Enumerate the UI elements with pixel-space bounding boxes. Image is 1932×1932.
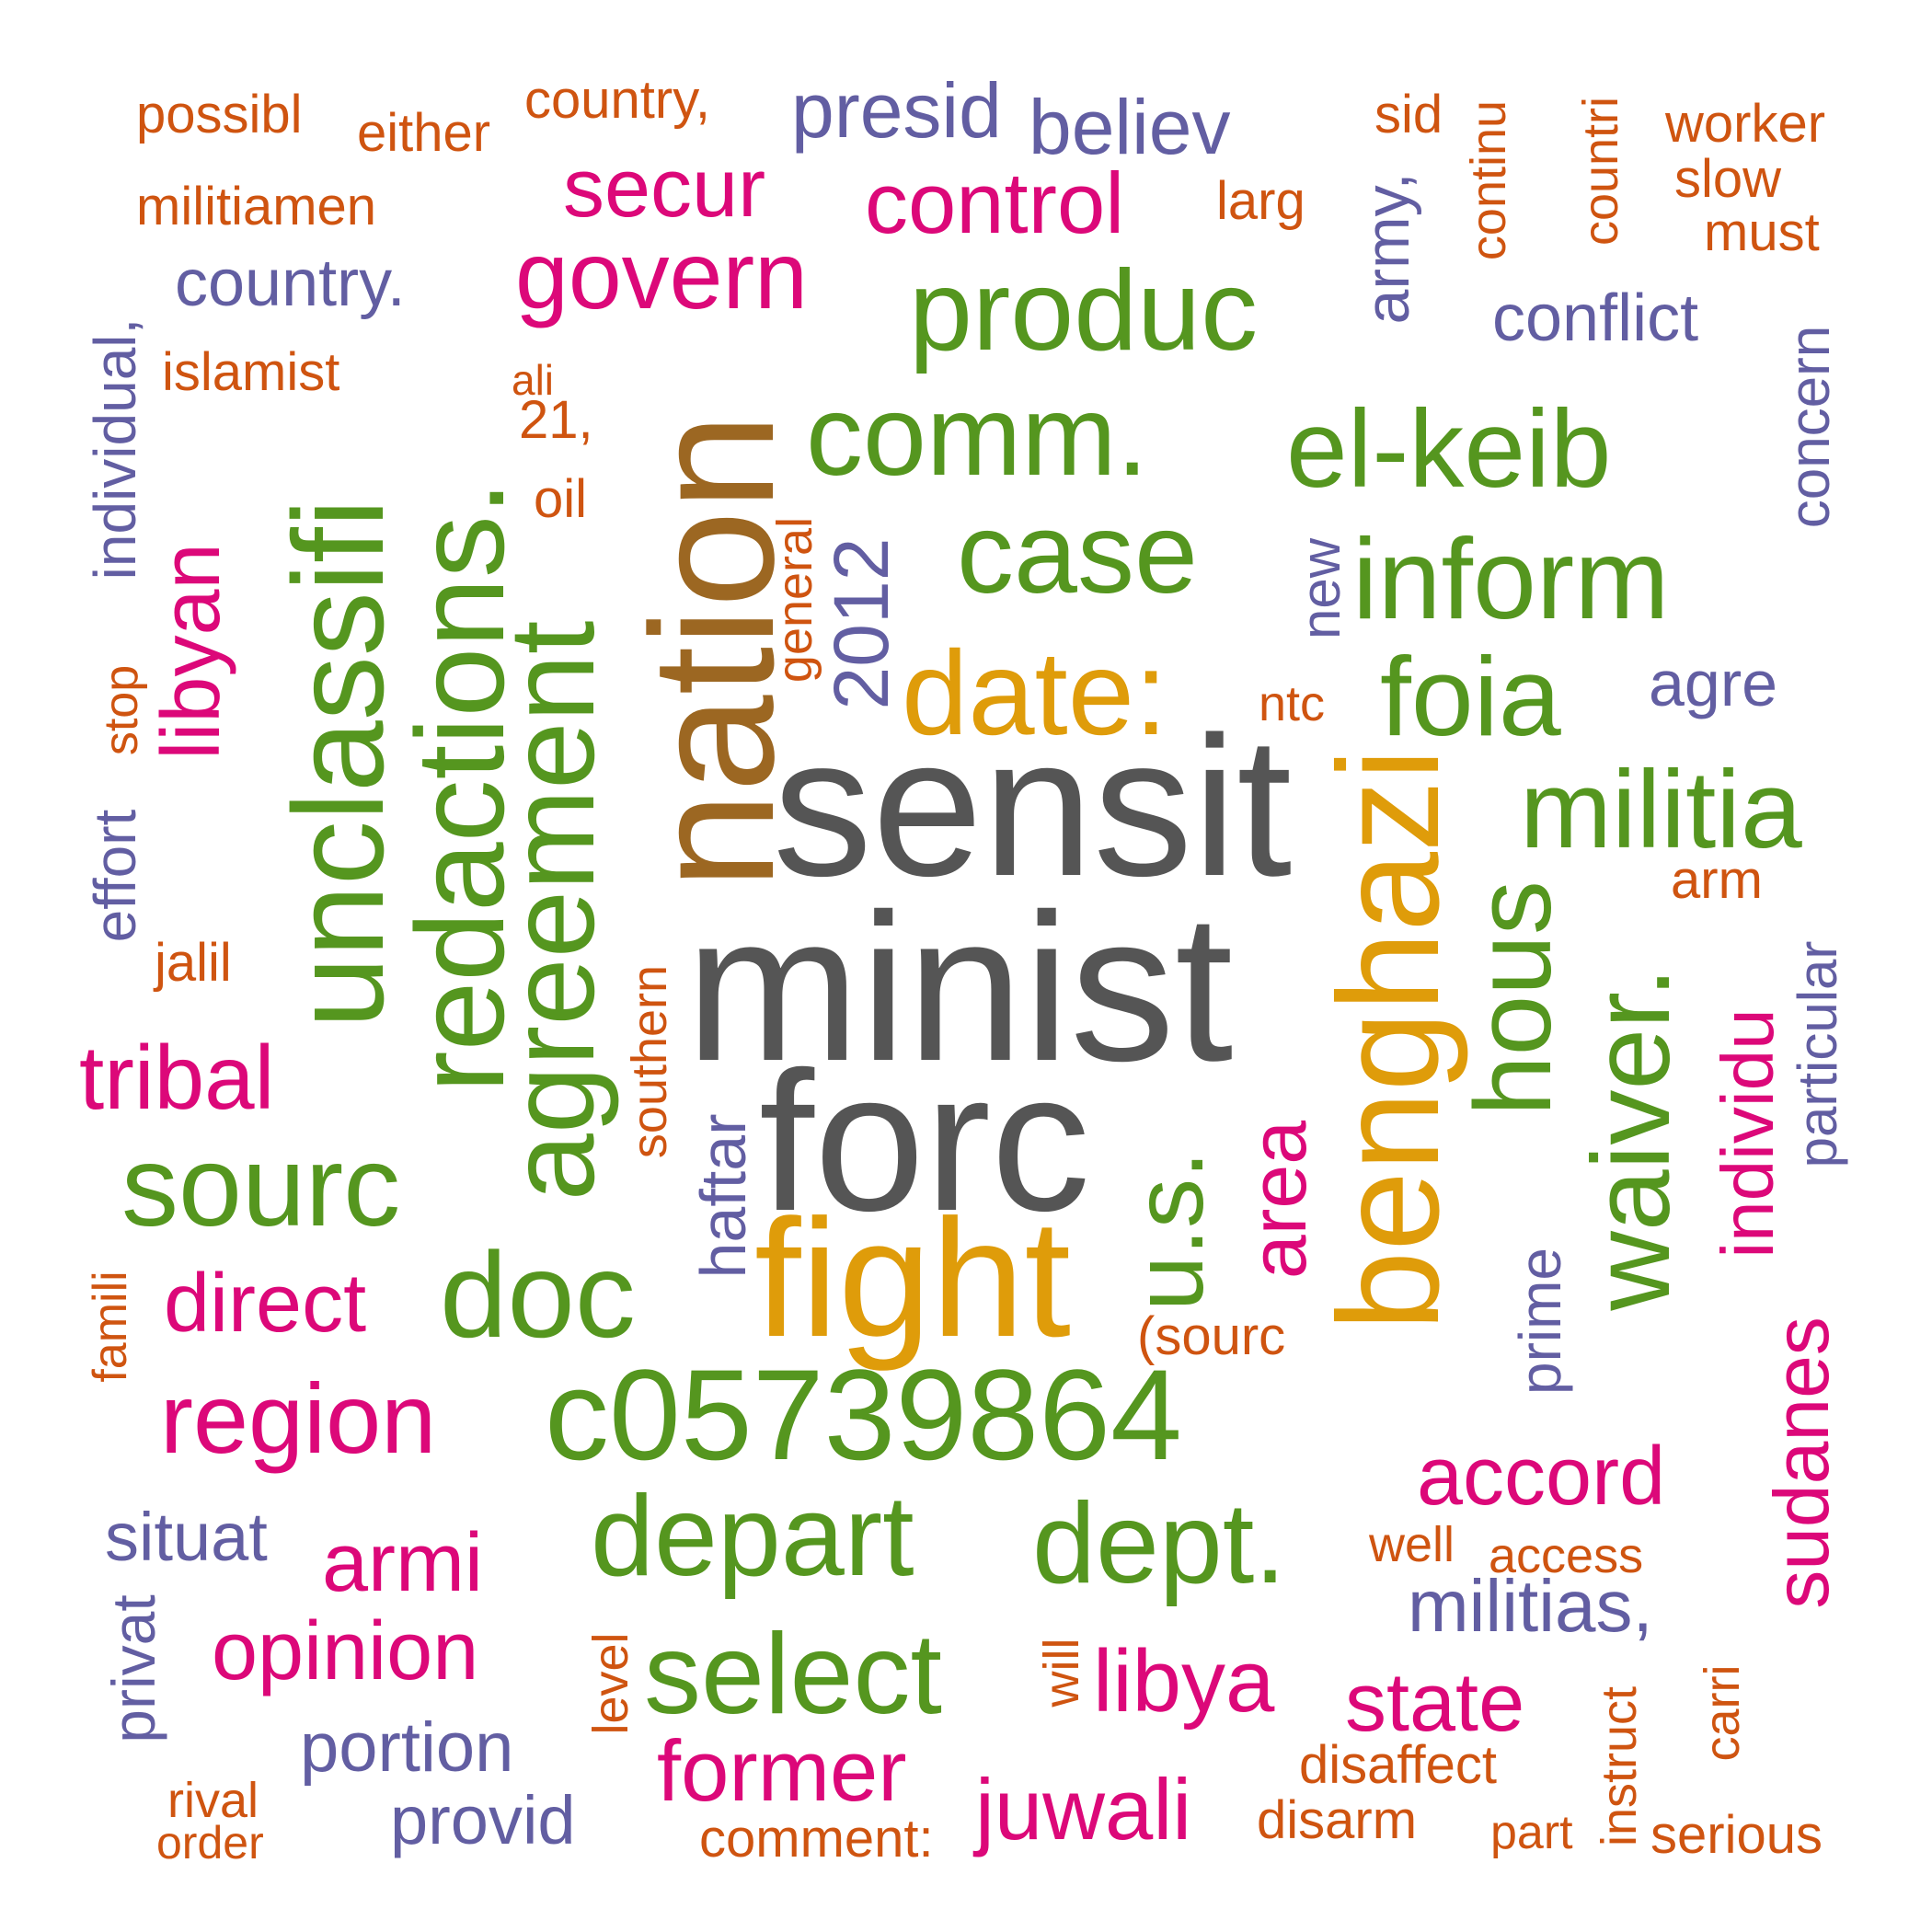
word-opinion: opinion: [212, 1605, 479, 1697]
word-sourc: sourc: [121, 1123, 401, 1250]
word-slow: slow: [1674, 149, 1782, 209]
word-individu: individu: [1707, 1008, 1788, 1259]
word-privat: privat: [99, 1594, 167, 1743]
word-effort: effort: [82, 809, 148, 943]
word-minist: minist: [685, 871, 1234, 1105]
word-access: access: [1489, 1528, 1644, 1583]
word-disarm: disarm: [1257, 1790, 1418, 1850]
word-individual: individual,: [82, 317, 148, 581]
word-oil: oil: [534, 469, 588, 529]
word-country-comma: country,: [524, 70, 711, 130]
word-date: date:: [902, 626, 1168, 760]
word-inform: inform: [1352, 516, 1670, 643]
word-either: either: [357, 103, 491, 163]
word-unclassifi: unclassifi: [266, 499, 410, 1029]
word-larg: larg: [1216, 171, 1305, 231]
word-level: level: [583, 1632, 638, 1735]
word-new: new: [1290, 537, 1351, 640]
word-region: region: [160, 1363, 437, 1474]
word-will: will: [1034, 1638, 1089, 1708]
word-presid: presid: [791, 67, 1002, 154]
word-particular: particular: [1787, 940, 1848, 1168]
word-militiamen: militiamen: [136, 177, 377, 236]
word-sourc-paren: (sourc: [1137, 1306, 1286, 1366]
word-ntc: ntc: [1259, 676, 1326, 731]
word-ali: ali: [512, 356, 555, 404]
word-stop: stop: [95, 664, 148, 756]
word-depart: depart: [591, 1473, 914, 1600]
word-concern: concern: [1778, 325, 1842, 529]
word-area: area: [1235, 1120, 1323, 1280]
word-2012: 2012: [818, 537, 904, 710]
word-conflict: conflict: [1492, 282, 1699, 355]
word-sudanes: sudanes: [1758, 1317, 1845, 1609]
word-islamist: islamist: [162, 342, 340, 402]
word-country-dot: country.: [175, 247, 406, 320]
word-rival: rival: [167, 1773, 259, 1828]
word-order: order: [156, 1817, 264, 1869]
word-armi: armi: [322, 1517, 483, 1609]
word-jalil: jalil: [155, 933, 232, 993]
word-state: state: [1345, 1657, 1525, 1749]
word-select: select: [644, 1611, 942, 1738]
word-direct: direct: [164, 1258, 367, 1350]
word-army: army,: [1352, 172, 1422, 325]
word-prime: prime: [1507, 1247, 1573, 1396]
word-worker: worker: [1665, 94, 1826, 154]
word-former: former: [657, 1722, 907, 1819]
word-southern: southern: [622, 964, 677, 1159]
word-carri: carri: [1695, 1664, 1750, 1762]
word-believ: believ: [1029, 84, 1231, 170]
word-part: part: [1490, 1806, 1573, 1859]
word-foia: foia: [1380, 634, 1561, 759]
word-comment: comment:: [699, 1809, 934, 1869]
word-govern: govern: [515, 223, 808, 329]
word-continu: continu: [1461, 99, 1516, 261]
word-accord: accord: [1417, 1431, 1666, 1523]
word-sid: sid: [1374, 85, 1443, 144]
word-libya: libya: [1093, 1632, 1275, 1731]
word-sensit: sensit: [773, 695, 1293, 917]
word-el-keib: el-keib: [1286, 387, 1612, 511]
word-benghazi: benghazi: [1309, 748, 1469, 1331]
word-c05739864: c05739864: [545, 1342, 1182, 1487]
word-must: must: [1704, 202, 1820, 262]
word-hous: hous: [1453, 880, 1574, 1116]
word-dept: dept.: [1032, 1480, 1286, 1607]
word-countri: countri: [1573, 96, 1628, 247]
word-agre: agre: [1649, 648, 1778, 719]
word-disaffect: disaffect: [1299, 1735, 1497, 1795]
word-us: u.s.: [1112, 1150, 1224, 1312]
word-forc: forc: [759, 1029, 1091, 1252]
word-general: general: [767, 516, 822, 684]
word-serious: serious: [1650, 1805, 1823, 1865]
word-tribal: tribal: [79, 1027, 275, 1128]
word-famili: famili: [84, 1271, 137, 1383]
word-haftar: haftar: [687, 1113, 759, 1279]
word-portion: portion: [300, 1708, 514, 1787]
word-militia: militia: [1520, 748, 1802, 871]
word-produc: produc: [909, 247, 1259, 374]
word-case: case: [957, 490, 1198, 617]
word-juwali: juwali: [975, 1761, 1192, 1857]
word-comm: comm.: [806, 373, 1148, 500]
word-provid: provid: [390, 1782, 576, 1858]
word-instruct: instruct: [1592, 1685, 1647, 1847]
word-situat: situat: [105, 1499, 268, 1575]
word-21: 21,: [519, 390, 593, 450]
word-well: well: [1369, 1517, 1455, 1572]
word-possibl: possibl: [136, 85, 303, 144]
word-control: control: [865, 155, 1125, 251]
word-libyan: libyan: [145, 543, 237, 760]
word-doc: doc: [440, 1227, 636, 1363]
word-agreement: agreement: [484, 620, 619, 1202]
word-arm: arm: [1671, 850, 1763, 910]
word-militias: militias,: [1408, 1565, 1653, 1647]
word-secur: secur: [563, 143, 766, 235]
word-fight: fight: [754, 1184, 1072, 1372]
word-waiver: waiver.: [1570, 967, 1693, 1311]
